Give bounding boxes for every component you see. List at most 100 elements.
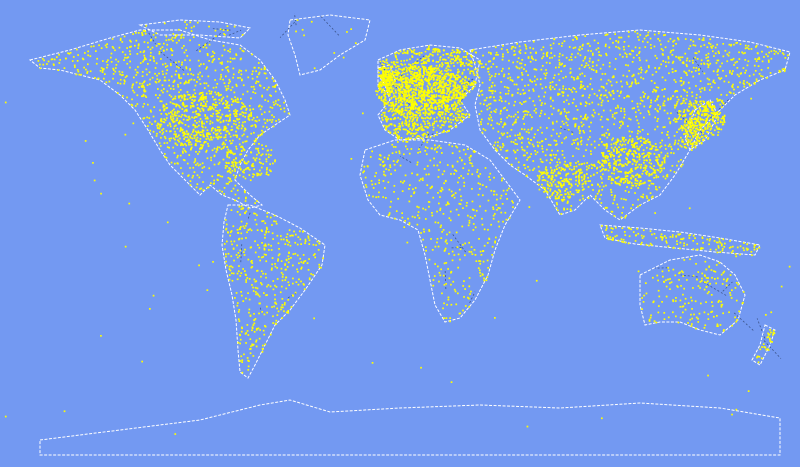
city-point: [490, 111, 493, 113]
city-point: [496, 149, 499, 152]
city-point: [557, 181, 560, 183]
city-point: [502, 126, 504, 128]
city-point: [385, 118, 387, 121]
city-point: [580, 136, 583, 139]
city-point: [698, 68, 700, 70]
city-point: [215, 86, 218, 89]
city-point: [640, 234, 643, 237]
city-point: [544, 138, 547, 140]
city-point: [121, 41, 124, 43]
city-point: [709, 282, 711, 285]
city-point: [643, 96, 645, 98]
city-point: [580, 121, 583, 124]
city-point: [441, 188, 444, 191]
city-point: [424, 114, 427, 116]
city-point: [551, 176, 554, 179]
city-point: [175, 41, 178, 44]
city-point: [723, 329, 725, 331]
city-point: [441, 124, 443, 126]
city-point: [274, 302, 276, 304]
city-point: [638, 149, 640, 151]
city-point: [455, 89, 458, 92]
city-point: [675, 315, 677, 318]
city-point: [495, 54, 497, 56]
city-point: [508, 187, 510, 190]
city-point: [243, 227, 246, 229]
city-point: [661, 89, 664, 91]
city-point: [163, 135, 166, 138]
city-point: [628, 235, 631, 238]
city-point: [423, 129, 425, 131]
city-point: [684, 52, 687, 55]
city-point: [408, 69, 410, 71]
city-point: [631, 81, 634, 84]
city-point: [80, 73, 82, 76]
city-point: [240, 70, 243, 72]
city-point: [710, 125, 712, 127]
city-point: [457, 253, 460, 256]
city-point: [448, 252, 450, 255]
city-point: [540, 109, 543, 112]
city-point: [683, 244, 685, 247]
city-point: [388, 212, 391, 214]
city-point: [573, 117, 576, 120]
city-point: [143, 103, 146, 105]
city-point: [271, 232, 274, 235]
city-point: [683, 143, 686, 146]
city-point: [437, 112, 440, 115]
city-point: [642, 193, 645, 196]
city-point: [277, 99, 280, 101]
city-point: [254, 212, 257, 215]
city-point: [719, 78, 721, 81]
city-point: [261, 129, 263, 132]
city-point: [502, 67, 504, 70]
city-point: [703, 327, 706, 329]
city-point: [525, 70, 528, 73]
city-point: [189, 39, 191, 42]
city-point: [573, 142, 575, 144]
city-point: [695, 316, 698, 319]
city-point: [252, 324, 255, 326]
city-point: [168, 146, 170, 149]
city-point: [468, 277, 471, 279]
city-point: [458, 88, 460, 91]
city-point: [47, 60, 50, 63]
city-point: [641, 308, 643, 310]
city-point: [502, 144, 505, 147]
country-border: [240, 244, 243, 263]
city-point: [402, 140, 404, 143]
city-point: [459, 106, 462, 109]
city-point: [695, 67, 698, 69]
city-point: [453, 91, 455, 93]
city-point: [694, 44, 697, 47]
city-point: [466, 58, 468, 61]
city-point: [692, 44, 695, 46]
city-point: [468, 169, 470, 172]
city-point: [636, 32, 639, 35]
city-point: [182, 73, 185, 76]
city-point: [110, 56, 112, 59]
city-point: [410, 51, 413, 53]
city-point: [616, 139, 619, 142]
city-point: [436, 131, 438, 134]
city-point: [586, 42, 589, 45]
city-point: [521, 141, 523, 144]
city-point: [237, 311, 240, 313]
city-point: [522, 89, 524, 91]
city-point: [677, 148, 679, 151]
city-point: [635, 166, 638, 169]
city-point: [696, 278, 698, 281]
city-point: [603, 135, 606, 137]
city-point: [605, 132, 608, 134]
city-point: [264, 243, 267, 246]
city-point: [238, 333, 241, 336]
city-point: [731, 289, 733, 292]
city-point: [612, 227, 614, 230]
city-point: [679, 56, 682, 59]
city-point: [142, 95, 144, 97]
city-point: [213, 179, 215, 182]
city-point: [518, 67, 521, 70]
city-point: [183, 95, 186, 98]
city-point: [718, 261, 721, 264]
city-point: [647, 31, 650, 34]
